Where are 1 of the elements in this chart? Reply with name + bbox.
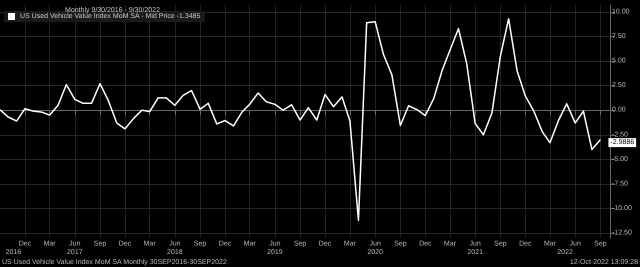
line-series <box>0 18 602 222</box>
